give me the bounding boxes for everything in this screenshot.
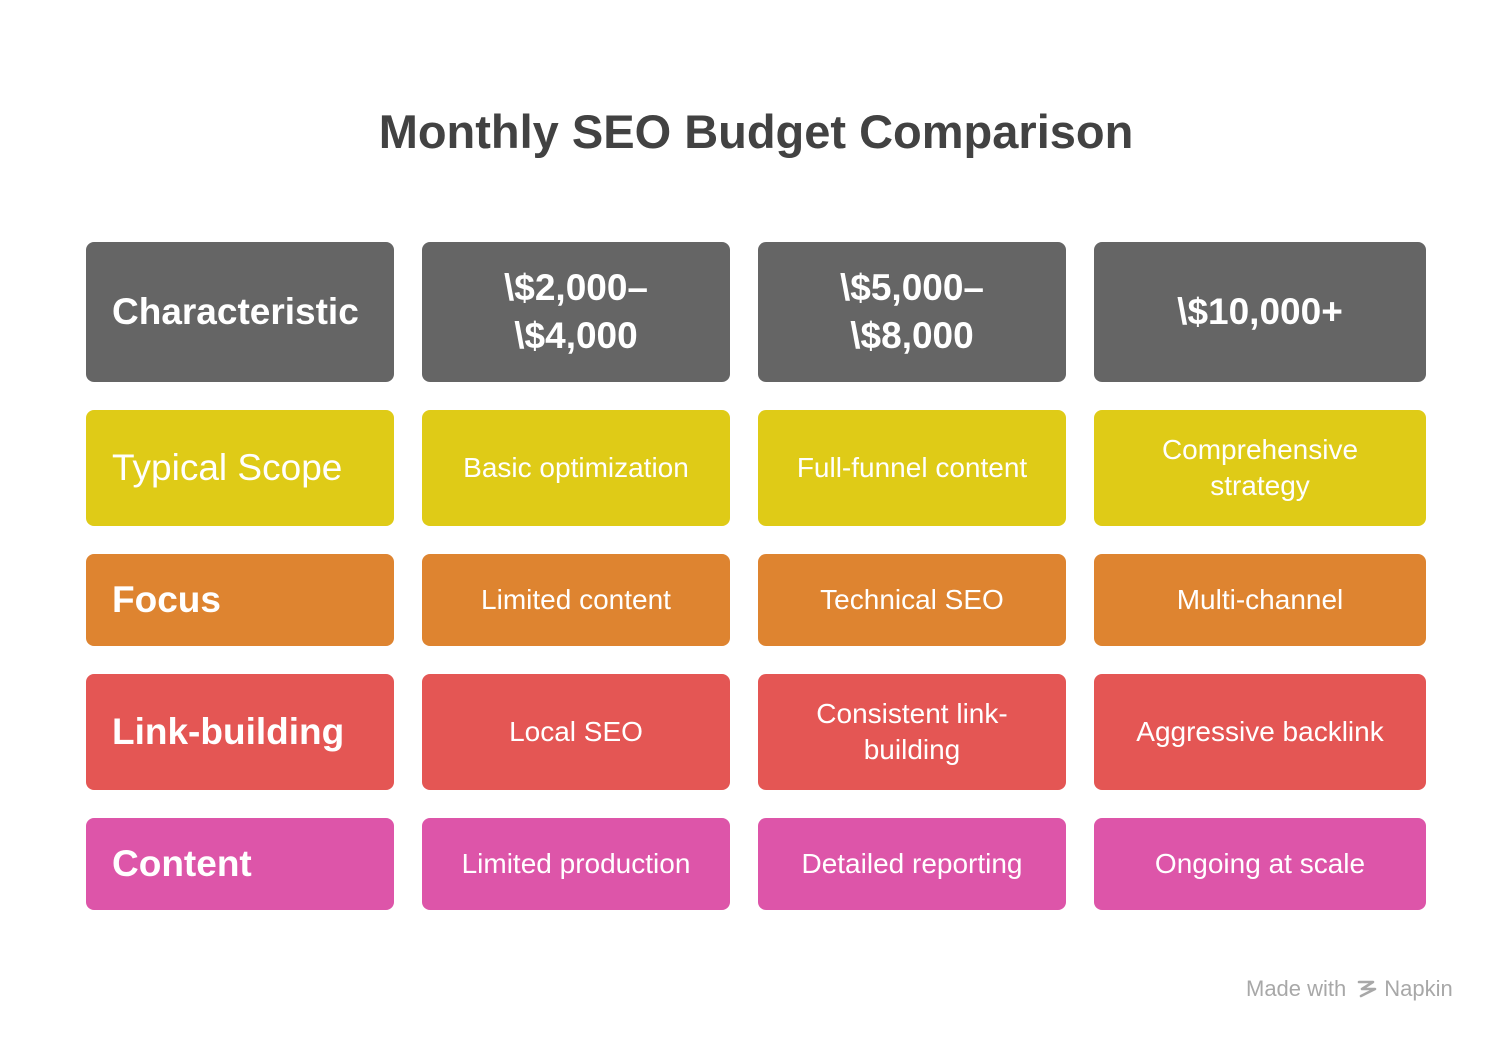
cell-content-tier-3: Ongoing at scale [1094,818,1426,910]
napkin-logo-icon [1357,980,1377,998]
cell-focus-tier-3: Multi-channel [1094,554,1426,646]
cell-typical-scope-tier-3: Comprehensive strategy [1094,410,1426,526]
cell-text: Limited content [481,584,671,615]
row-label-link-building: Link-building [86,674,394,790]
made-with-napkin-badge[interactable]: Made with Napkin [1246,974,1453,1004]
cell-focus-tier-2: Technical SEO [758,554,1066,646]
header-cell-characteristic: Characteristic [86,242,394,382]
row-label-typical-scope: Typical Scope [86,410,394,526]
row-label-focus: Focus [86,554,394,646]
cell-content-tier-2: Detailed reporting [758,818,1066,910]
cell-link-building-tier-2: Consistent link-building [758,674,1066,790]
row-label: Focus [112,579,221,620]
header-cell-tier-2: \$5,000–\$8,000 [758,242,1066,382]
header-cell-tier-3: \$10,000+ [1094,242,1426,382]
cell-content-tier-1: Limited production [422,818,730,910]
row-label: Link-building [112,711,345,752]
header-cell-tier-1: \$2,000–\$4,000 [422,242,730,382]
cell-typical-scope-tier-1: Basic optimization [422,410,730,526]
cell-text: Comprehensive strategy [1161,434,1359,501]
row-label: Content [112,843,252,884]
cell-link-building-tier-1: Local SEO [422,674,730,790]
cell-text: Basic optimization [463,452,689,483]
cell-text: Consistent link-building [816,698,1008,765]
row-label: Typical Scope [112,447,343,488]
cell-text: Detailed reporting [801,848,1023,879]
row-label-content: Content [86,818,394,910]
cell-text: Technical SEO [820,584,1004,615]
header-label: Characteristic [112,291,359,332]
cell-typical-scope-tier-2: Full-funnel content [758,410,1066,526]
cell-link-building-tier-3: Aggressive backlink [1094,674,1426,790]
tier-2-label: \$5,000–\$8,000 [839,267,985,356]
tier-1-label: \$2,000–\$4,000 [503,267,649,356]
cell-focus-tier-1: Limited content [422,554,730,646]
cell-text: Full-funnel content [796,452,1028,483]
napkin-brand-text: Napkin [1384,976,1453,1001]
cell-text: Limited production [461,848,691,879]
tier-3-label: \$10,000+ [1177,291,1343,332]
cell-text: Local SEO [509,716,643,747]
page-title: Monthly SEO Budget Comparison [378,105,1134,158]
cell-text: Aggressive backlink [1136,716,1384,747]
cell-text: Multi-channel [1176,584,1344,615]
cell-text: Ongoing at scale [1154,848,1366,879]
made-with-text: Made with [1246,976,1347,1001]
